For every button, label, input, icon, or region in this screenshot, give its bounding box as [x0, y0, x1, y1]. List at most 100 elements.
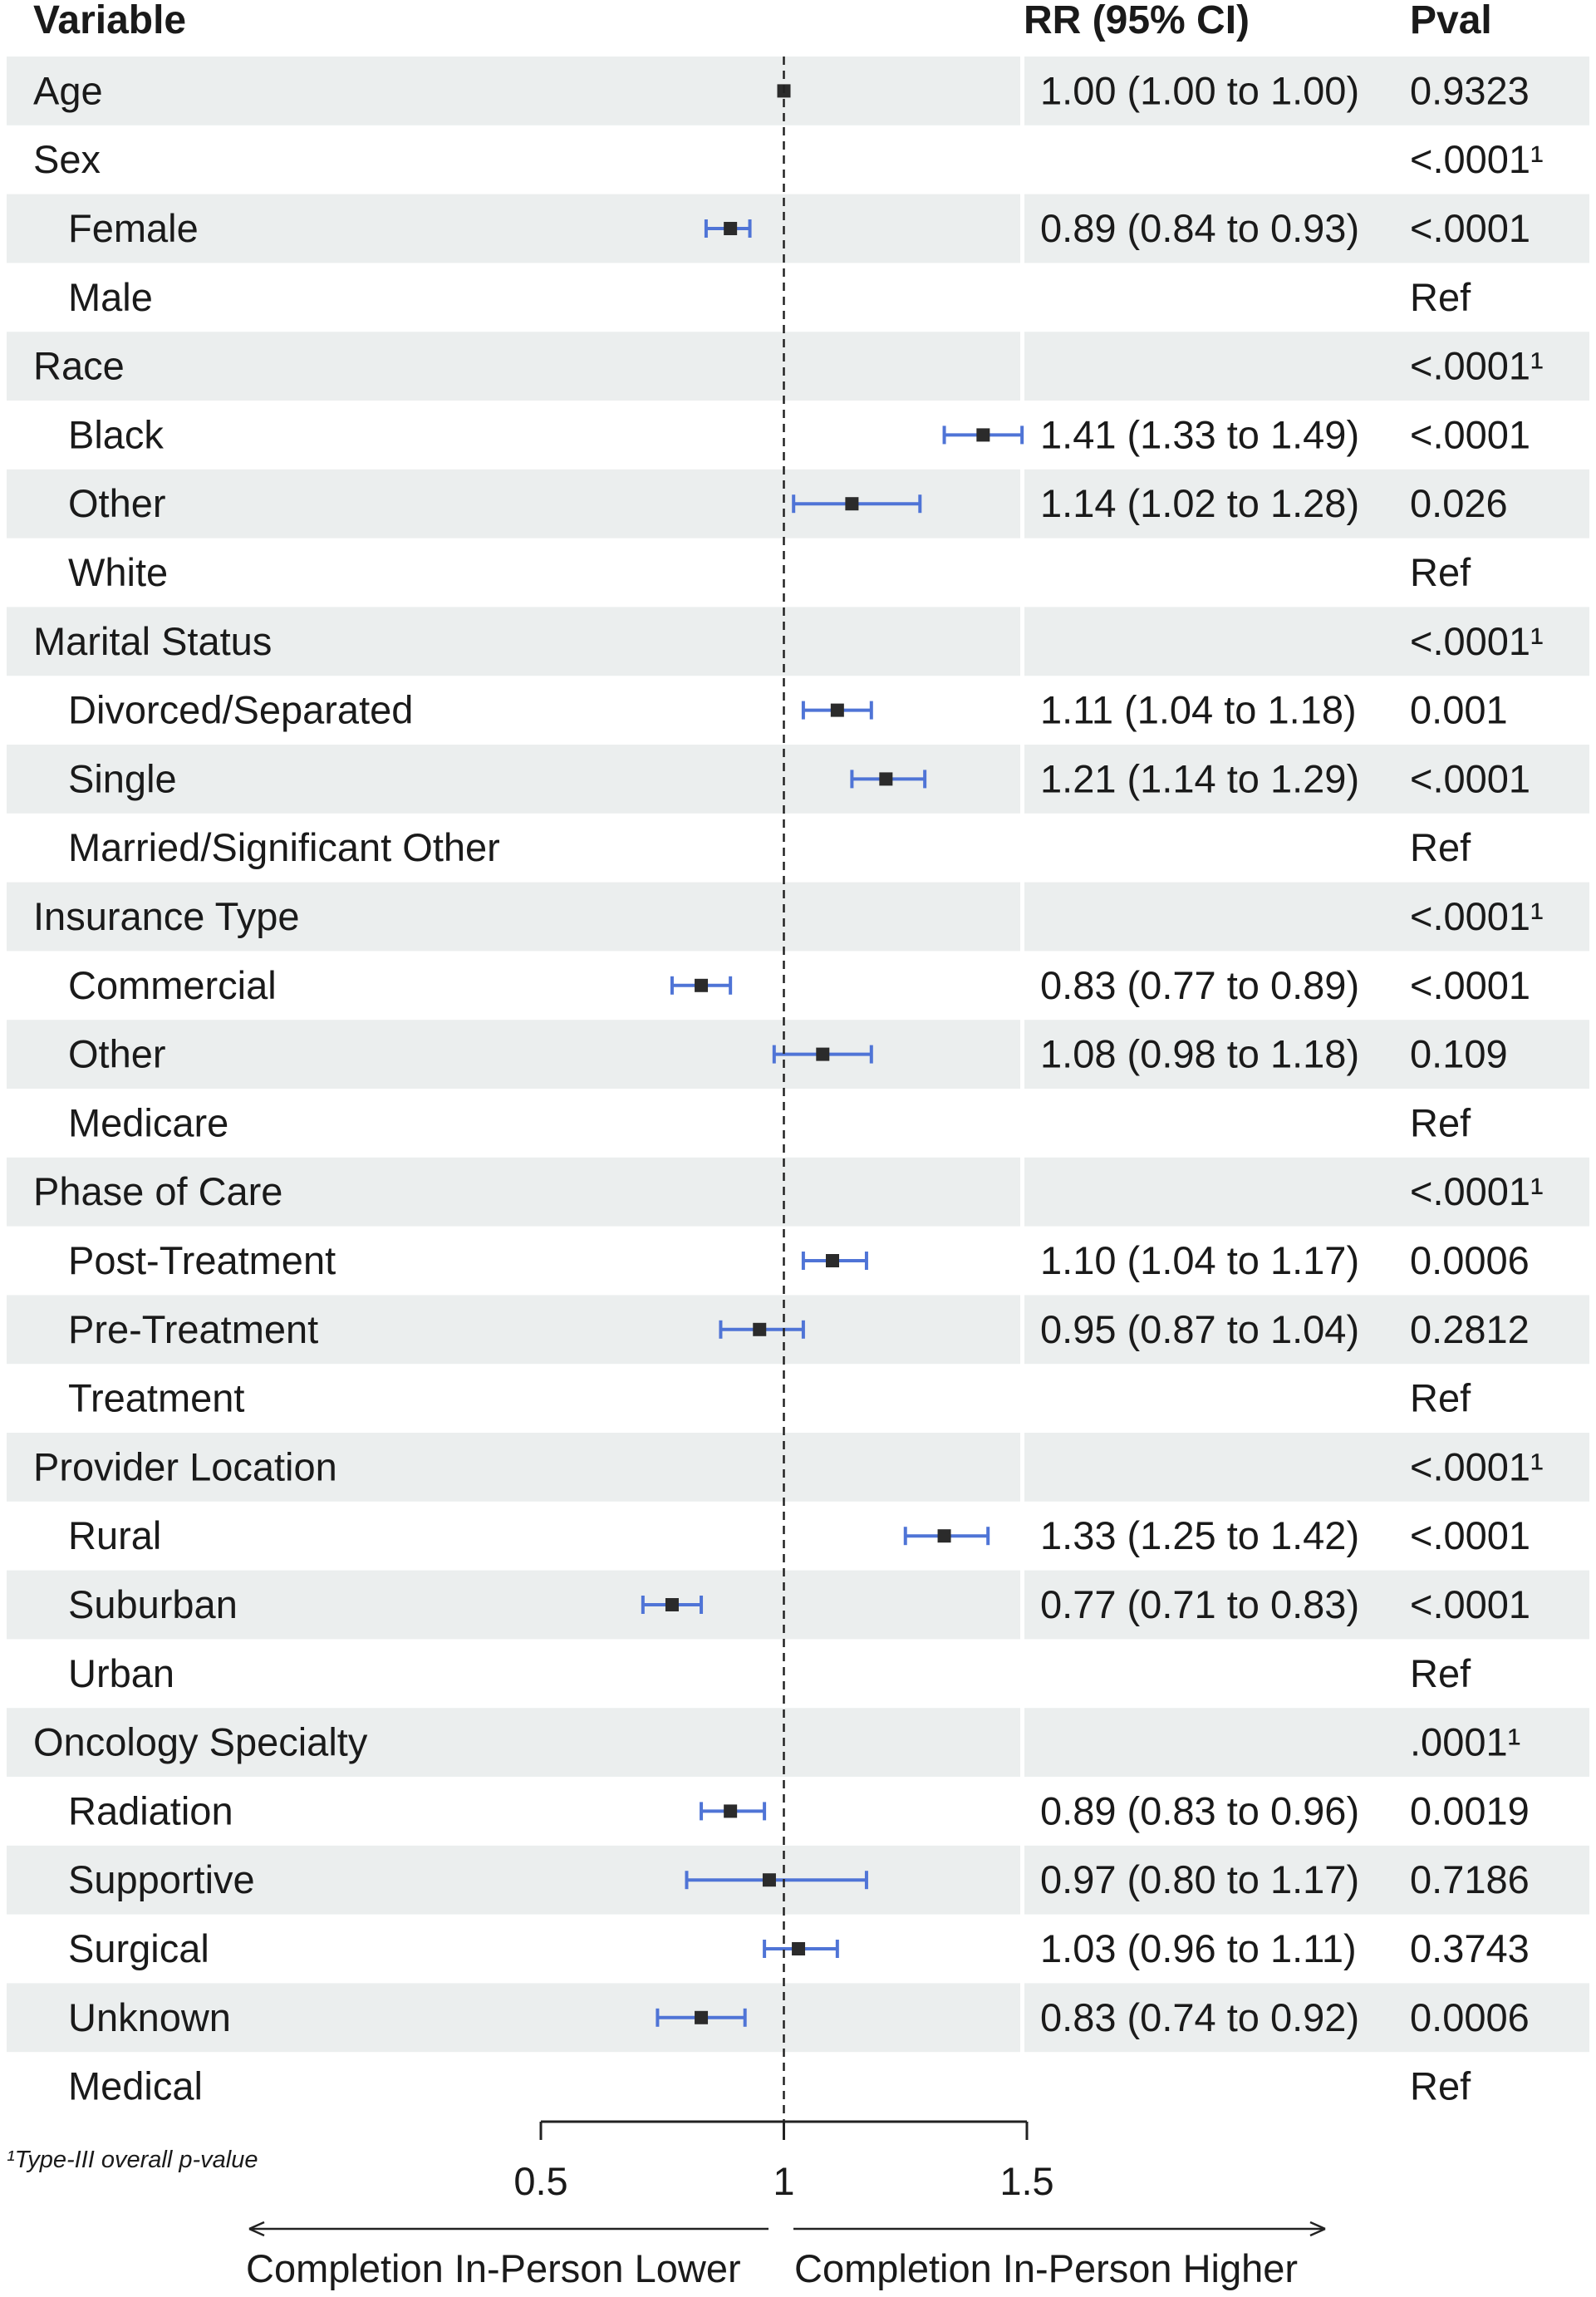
- ci-mark: [656, 2008, 747, 2027]
- row-stripe: [7, 1983, 1020, 2053]
- p-value: Ref: [1410, 1651, 1471, 1695]
- row-label: Provider Location: [33, 1444, 337, 1488]
- row-label: Pre-Treatment: [68, 1307, 318, 1351]
- row-stripe: [1024, 1708, 1589, 1777]
- p-value: 0.0006: [1410, 1238, 1530, 1282]
- row-stripe: [7, 1570, 1020, 1640]
- row-label: Age: [33, 68, 103, 112]
- row-label: Radiation: [68, 1788, 233, 1832]
- row-stripes: [7, 57, 1589, 2053]
- row-stripe: [7, 1295, 1020, 1365]
- row-label: Rural: [68, 1513, 161, 1557]
- tick-label: 1.5: [999, 2159, 1053, 2203]
- row-stripe: [7, 607, 1020, 676]
- point-estimate: [724, 1804, 738, 1818]
- point-estimate: [762, 1873, 776, 1887]
- direction-label-right: Completion In-Person Higher: [794, 2246, 1298, 2290]
- ci-mark: [792, 494, 922, 514]
- p-value: 0.7186: [1410, 1857, 1530, 1901]
- ci-mark: [801, 1252, 868, 1270]
- row-stripe: [1024, 1433, 1589, 1502]
- p-value: <.0001: [1410, 1513, 1530, 1557]
- row-label: Unknown: [68, 1995, 231, 2039]
- rr-ci-value: 0.89 (0.83 to 0.96): [1040, 1788, 1359, 1832]
- variable-header: Variable: [33, 0, 186, 42]
- row-stripe: [7, 882, 1020, 952]
- row-stripe: [1024, 1983, 1589, 2053]
- row-label: Marital Status: [33, 619, 272, 663]
- p-value: Ref: [1410, 1376, 1471, 1420]
- p-value: <.0001: [1410, 963, 1530, 1007]
- p-value: .0001¹: [1410, 1720, 1520, 1764]
- point-estimate: [830, 703, 844, 717]
- rr-header: RR (95% CI): [1024, 0, 1250, 42]
- pval-header: Pval: [1410, 0, 1492, 42]
- point-estimate: [792, 1942, 806, 1955]
- rr-ci-value: 1.11 (1.04 to 1.18): [1040, 688, 1357, 732]
- right-arrow-head: [1309, 2221, 1326, 2237]
- row-label: Phase of Care: [33, 1169, 282, 1213]
- row-stripe: [1024, 1570, 1589, 1640]
- point-estimate: [816, 1047, 830, 1061]
- row-stripe: [7, 1433, 1020, 1502]
- ci-mark: [763, 1940, 839, 1958]
- p-value: <.0001¹: [1410, 1169, 1544, 1213]
- p-value: 0.001: [1410, 688, 1508, 732]
- row-label: Urban: [68, 1651, 174, 1695]
- row-label: Other: [68, 481, 166, 525]
- row-label: Female: [68, 206, 199, 250]
- point-estimate: [879, 772, 893, 786]
- row-stripe: [1024, 745, 1589, 814]
- p-value: 0.0019: [1410, 1788, 1530, 1832]
- point-estimate: [753, 1322, 767, 1336]
- p-value: <.0001: [1410, 1582, 1530, 1626]
- row-label: Treatment: [68, 1376, 244, 1420]
- row-stripe: [7, 194, 1020, 263]
- left-arrow-head: [248, 2221, 265, 2237]
- p-value: <.0001¹: [1410, 137, 1544, 181]
- row-label: Supportive: [68, 1857, 255, 1901]
- p-value: Ref: [1410, 275, 1471, 319]
- row-stripe: [1024, 469, 1589, 539]
- ci-mark: [942, 425, 1024, 445]
- rr-ci-value: 1.03 (0.96 to 1.11): [1040, 1926, 1357, 1970]
- point-estimate: [695, 2010, 709, 2024]
- row-stripe: [1024, 194, 1589, 263]
- tick-label: 1: [773, 2159, 794, 2203]
- rr-ci-value: 0.77 (0.71 to 0.83): [1040, 1582, 1359, 1626]
- ci-mark: [801, 701, 873, 720]
- p-value: 0.2812: [1410, 1307, 1530, 1351]
- p-value: 0.109: [1410, 1032, 1508, 1076]
- point-estimate: [937, 1529, 951, 1543]
- row-label: Post-Treatment: [68, 1238, 336, 1282]
- tick-label: 0.5: [513, 2159, 567, 2203]
- p-value: <.0001¹: [1410, 1444, 1544, 1488]
- row-stripe: [1024, 882, 1589, 952]
- row-label: Surgical: [68, 1926, 209, 1970]
- point-estimate: [695, 978, 709, 992]
- rr-ci-value: 1.41 (1.33 to 1.49): [1040, 412, 1359, 456]
- row-stripe: [1024, 1157, 1589, 1227]
- p-value: Ref: [1410, 825, 1471, 869]
- rr-ci-value: 1.33 (1.25 to 1.42): [1040, 1513, 1359, 1557]
- row-label: Married/Significant Other: [68, 825, 500, 869]
- row-stripe: [1024, 1845, 1589, 1915]
- row-stripe: [1024, 1295, 1589, 1365]
- rr-ci-value: 0.83 (0.77 to 0.89): [1040, 963, 1359, 1007]
- p-value: 0.9323: [1410, 68, 1530, 112]
- row-label: Male: [68, 275, 153, 319]
- row-stripe: [7, 57, 1020, 125]
- ci-mark: [903, 1527, 990, 1546]
- direction-label-left: Completion In-Person Lower: [246, 2246, 741, 2290]
- rr-ci-value: 1.21 (1.14 to 1.29): [1040, 756, 1359, 800]
- row-label: Commercial: [68, 963, 277, 1007]
- p-value: Ref: [1410, 2064, 1471, 2108]
- p-value: <.0001¹: [1410, 344, 1544, 388]
- footnote: ¹Type-III overall p-value: [7, 2147, 258, 2173]
- point-estimate: [976, 428, 990, 442]
- row-label: Insurance Type: [33, 894, 300, 938]
- point-estimate: [665, 1598, 679, 1611]
- ci-mark: [704, 219, 752, 238]
- row-stripe: [7, 332, 1020, 401]
- row-label: Suburban: [68, 1582, 238, 1626]
